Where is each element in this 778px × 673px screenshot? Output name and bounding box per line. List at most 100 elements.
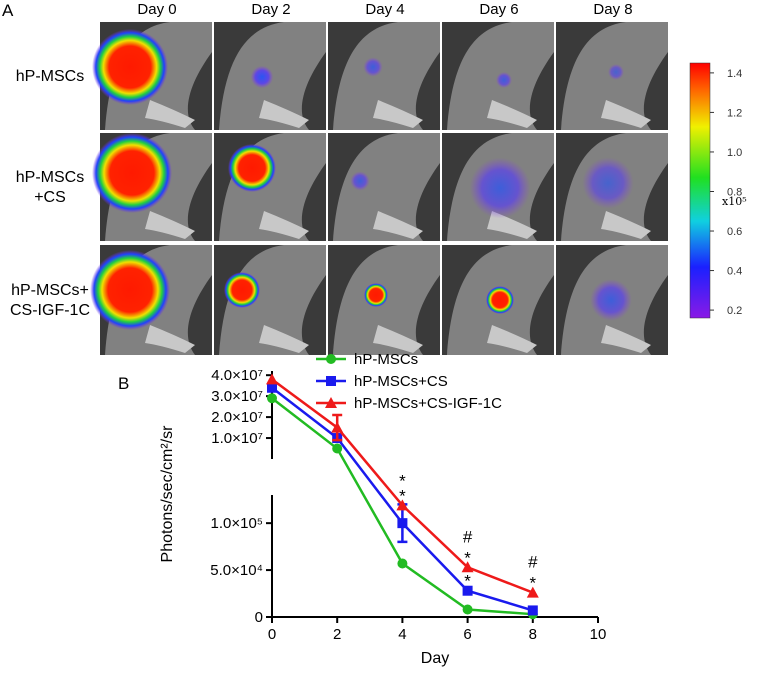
row-label: +CS [34, 189, 66, 206]
signal [224, 272, 260, 308]
colorbar-tick-label: 0.8 [727, 186, 742, 198]
mouse-paw [373, 211, 423, 239]
legend-label: hP-MSCs+CS [354, 373, 448, 390]
marker [397, 558, 408, 569]
legend-label: hP-MSCs+CS-IGF-1C [354, 395, 502, 412]
marker [331, 421, 344, 433]
colorbar-tick-label: 1.0 [727, 147, 742, 159]
mouse-paw [373, 325, 423, 353]
annotation: * [529, 574, 536, 593]
signal [582, 157, 634, 209]
marker [526, 586, 539, 598]
y-tick-label: 5.0×10⁴ [210, 562, 263, 579]
mouse-paw [487, 100, 537, 128]
image-cell [328, 133, 440, 241]
y-tick-label: 3.0×10⁷ [211, 388, 263, 405]
marker [462, 585, 473, 596]
signal [469, 157, 531, 219]
colorbar-tick-label: 0.6 [727, 226, 742, 238]
y-tick-label: 4.0×10⁷ [211, 367, 263, 384]
legend-label: hP-MSCs [354, 351, 418, 368]
mouse-paw [373, 100, 423, 128]
y-tick-label: 2.0×10⁷ [211, 409, 263, 426]
column-label: Day 4 [365, 1, 404, 18]
row-label: CS-IGF-1C [10, 302, 90, 319]
marker [266, 373, 278, 385]
image-cell [442, 133, 554, 241]
panel-label: A [2, 1, 14, 20]
image-cell [328, 22, 440, 130]
mouse-body [333, 22, 440, 130]
mouse-paw [601, 325, 651, 353]
marker [527, 605, 538, 616]
x-tick-label: 0 [268, 626, 276, 643]
column-label: Day 8 [593, 1, 632, 18]
image-cell [214, 133, 326, 241]
mouse-paw [145, 100, 195, 128]
annotation: # [528, 553, 538, 572]
marker [332, 443, 343, 454]
column-label: Day 2 [251, 1, 290, 18]
x-tick-label: 2 [333, 626, 341, 643]
x-tick-label: 8 [529, 626, 537, 643]
signal [496, 72, 512, 88]
x-axis-label: Day [421, 650, 449, 667]
marker [267, 382, 277, 393]
signal [486, 286, 514, 314]
panel-label: B [118, 374, 129, 393]
mouse-paw [145, 325, 195, 353]
mouse-body [333, 133, 440, 241]
marker [267, 393, 277, 404]
colorbar [689, 62, 711, 319]
image-cell [328, 245, 440, 355]
legend-marker [326, 376, 336, 386]
image-cell [556, 22, 668, 130]
colorbar-tick-label: 1.4 [727, 68, 742, 80]
signal [590, 279, 632, 321]
mouse-paw [601, 211, 651, 239]
signal [250, 65, 274, 89]
mouse-paw [259, 325, 309, 353]
y-tick-label: 0 [255, 609, 263, 626]
signal [363, 57, 383, 77]
colorbar-tick-label: 0.4 [727, 266, 742, 278]
marker [462, 604, 473, 615]
mouse-paw [601, 100, 651, 128]
y-tick-label: 1.0×10⁷ [211, 430, 263, 447]
marker [397, 518, 408, 529]
signal [364, 283, 388, 307]
image-cell [92, 22, 212, 130]
mouse-paw [145, 211, 195, 239]
annotation: * [464, 572, 471, 591]
column-label: Day 6 [479, 1, 518, 18]
image-cell [214, 245, 326, 355]
marker [396, 499, 409, 511]
x-tick-label: 6 [463, 626, 471, 643]
signal [228, 144, 276, 192]
annotation: * [399, 471, 406, 490]
mouse-paw [259, 211, 309, 239]
x-tick-label: 4 [398, 626, 406, 643]
signal [92, 133, 172, 213]
column-label: Day 0 [137, 1, 176, 18]
y-axis-label: Photons/sec/cm²/sr [159, 425, 176, 563]
mouse-paw [487, 325, 537, 353]
signal [608, 64, 624, 80]
x-tick-label: 10 [590, 626, 607, 643]
y-tick-label: 1.0×10⁵ [210, 515, 263, 532]
annotation: * [464, 548, 471, 567]
row-label: hP-MSCs+ [11, 282, 89, 299]
signal [90, 250, 170, 330]
signal [350, 171, 370, 191]
image-cell [442, 22, 554, 130]
mouse-paw [259, 100, 309, 128]
image-cell [92, 133, 212, 241]
colorbar-unit: x10⁵ [722, 195, 747, 208]
legend-marker [325, 397, 337, 408]
image-cell [442, 245, 554, 355]
row-label: hP-MSCs [16, 68, 84, 85]
image-cell [90, 245, 212, 355]
image-cell [556, 133, 668, 241]
